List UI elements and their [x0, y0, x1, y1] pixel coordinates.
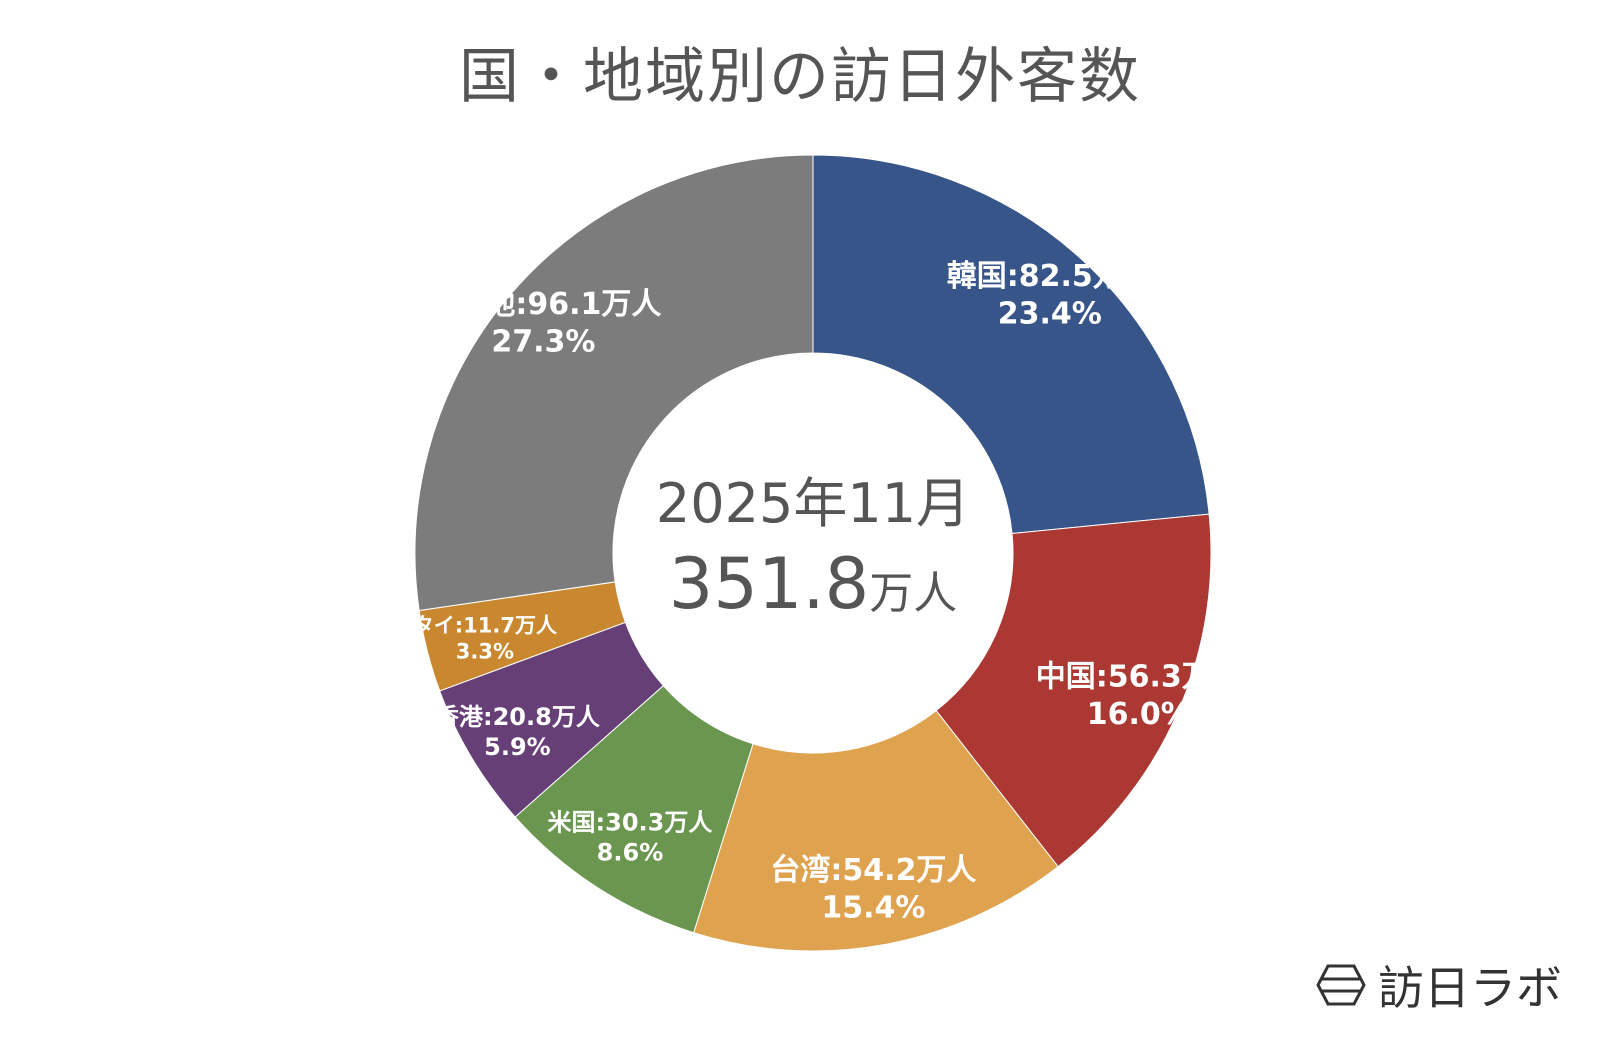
slice-韓国: [812, 154, 1210, 535]
slice-label-percent: 27.3%: [491, 324, 595, 359]
slice-label-name: 中国:56.3万人: [1036, 660, 1242, 695]
slice-labels: 韓国:82.5万人 23.4% 中国:56.3万人 16.0% 台湾:54.2万人 15.…: [413, 259, 1242, 926]
slice-label-米国: 米国:30.3万人 8.6%: [548, 809, 713, 867]
slice-label-percent: 8.6%: [597, 839, 664, 867]
slice-台湾: [693, 709, 1059, 952]
slice-中国: [935, 513, 1212, 868]
chart-title: 国・地域別の訪日外客数: [459, 42, 1141, 112]
slice-label-percent: 3.3%: [456, 640, 514, 664]
center-total-unit: 万人: [869, 568, 957, 619]
center-total-value: 351.8: [669, 543, 869, 625]
slice-label-name: 香港:20.8万人: [435, 703, 600, 731]
brand-name: 訪日ラボ: [1378, 961, 1562, 1015]
hexagon-logo-icon: [1316, 964, 1366, 1006]
slice-label-香港: 香港:20.8万人 5.9%: [435, 703, 600, 761]
slice-label-percent: 16.0%: [1087, 697, 1191, 732]
slice-label-percent: 15.4%: [821, 891, 925, 926]
slice-label-name: その他:96.1万人: [425, 287, 661, 322]
slice-label-台湾: 台湾:54.2万人 15.4%: [770, 853, 976, 926]
slice-label-その他: その他:96.1万人 27.3%: [425, 287, 661, 360]
slice-label-韓国: 韓国:82.5万人 23.4%: [947, 259, 1153, 332]
slice-label-中国: 中国:56.3万人 16.0%: [1036, 660, 1242, 733]
slice-label-name: 台湾:54.2万人: [770, 853, 976, 888]
slice-label-name: 米国:30.3万人: [548, 809, 713, 837]
slice-label-name: 韓国:82.5万人: [947, 259, 1153, 294]
center-period: 2025年11月: [656, 472, 970, 535]
center-total: 351.8万人: [669, 543, 957, 625]
slice-label-タイ: タイ:11.7万人 3.3%: [413, 613, 557, 663]
slice-label-percent: 5.9%: [484, 733, 551, 761]
slice-その他: [414, 154, 814, 612]
slice-label-percent: 23.4%: [998, 296, 1102, 331]
brand-logo: 訪日ラボ: [1316, 952, 1562, 1018]
donut-slices: [414, 154, 1212, 952]
slice-label-name: タイ:11.7万人: [413, 613, 557, 637]
